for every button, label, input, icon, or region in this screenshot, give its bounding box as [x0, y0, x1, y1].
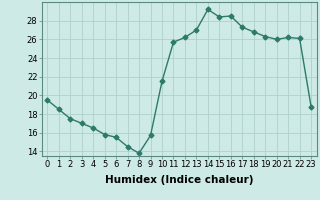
X-axis label: Humidex (Indice chaleur): Humidex (Indice chaleur): [105, 175, 253, 185]
